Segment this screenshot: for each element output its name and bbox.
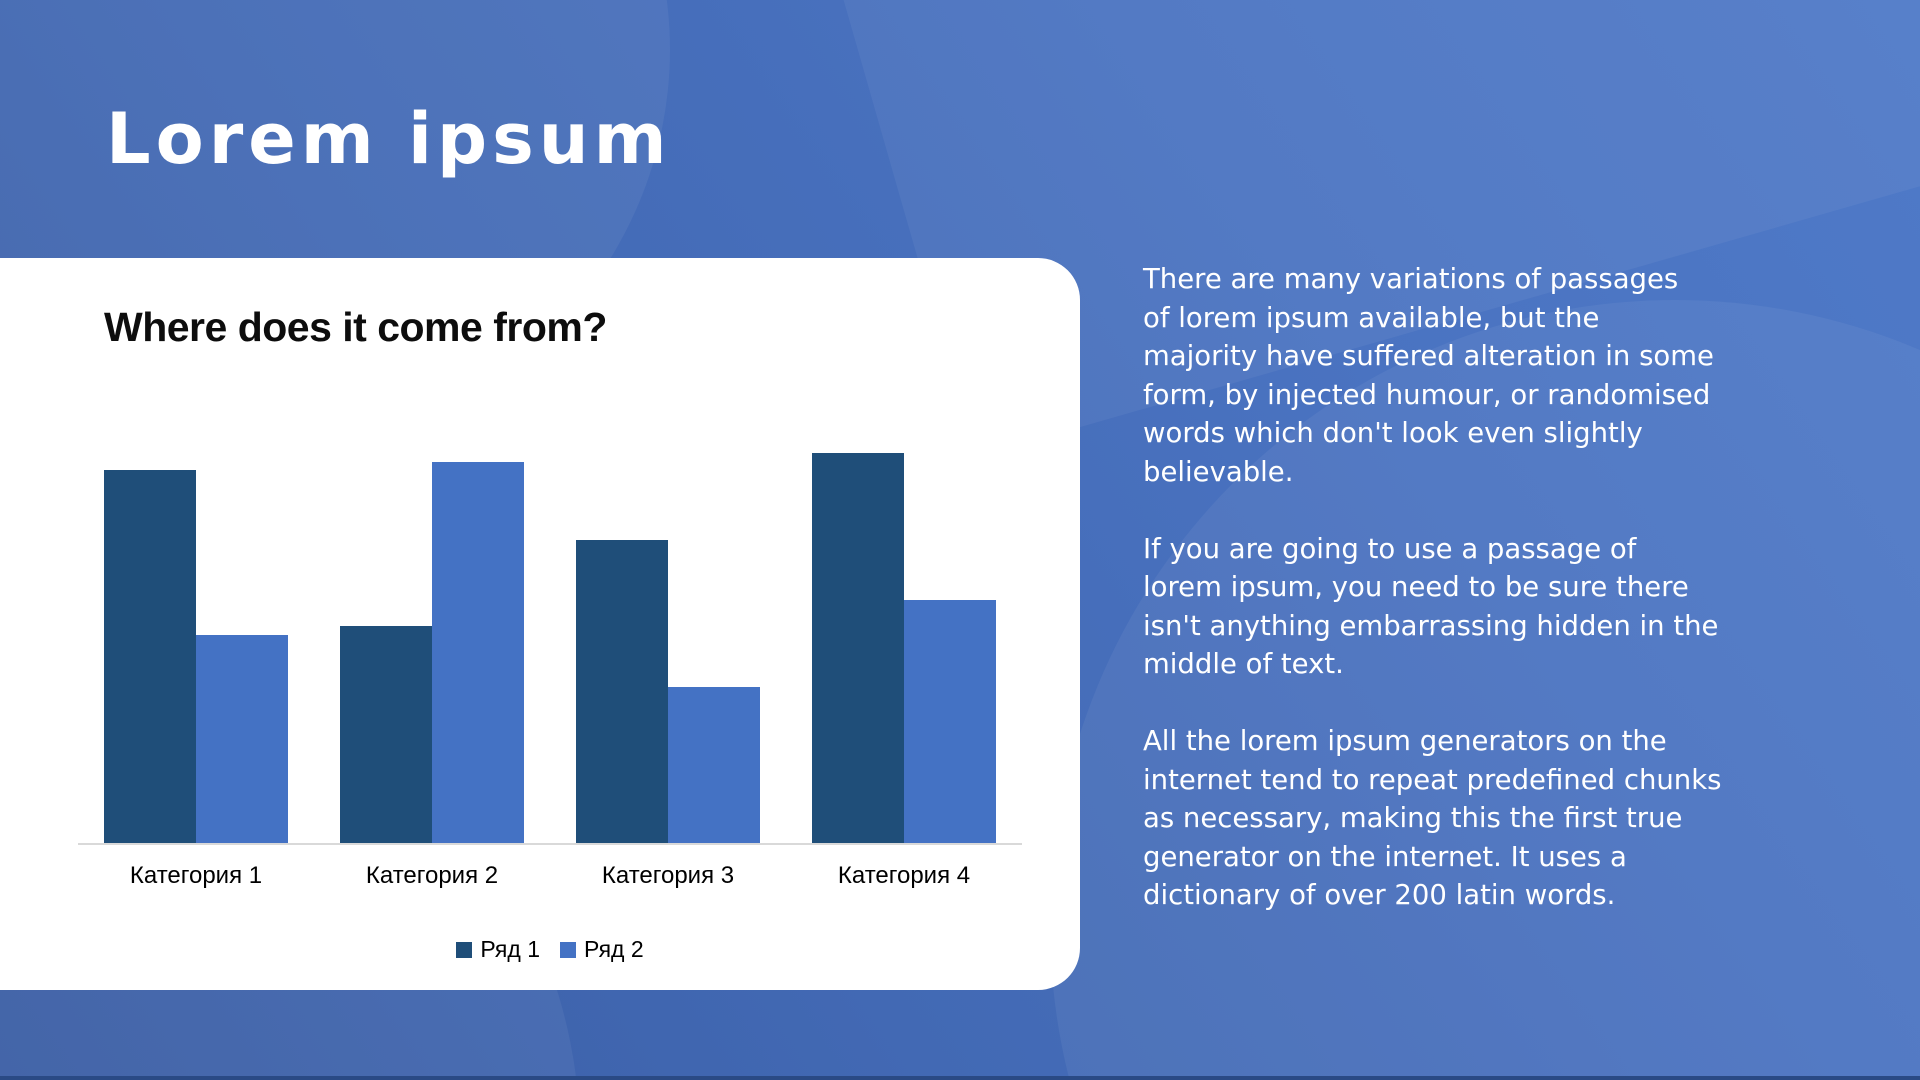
paragraph-2: If you are going to use a passage of lor… xyxy=(1143,532,1719,681)
bar-series1-category2 xyxy=(340,626,432,843)
legend-item-1: Ряд 1 xyxy=(456,936,540,963)
legend-swatch-icon xyxy=(560,941,576,958)
legend-label: Ряд 1 xyxy=(480,936,540,962)
body-text-block: There are many variations of passages of… xyxy=(1143,260,1868,953)
bottom-edge-strip xyxy=(0,1076,1920,1080)
bar-series1-category1 xyxy=(104,470,196,843)
legend-item-2: Ряд 2 xyxy=(560,936,644,963)
bar-series2-category2 xyxy=(432,462,524,843)
bar-group-1 xyxy=(78,453,314,843)
bar-series2-category1 xyxy=(196,635,288,843)
bar-series2-category3 xyxy=(668,687,760,843)
category-label-4: Категория 4 xyxy=(837,862,971,889)
bar-group-3 xyxy=(550,453,786,843)
chart-legend: Ряд 1 Ряд 2 xyxy=(78,936,1022,963)
paragraph-3: All the lorem ipsum generators on the in… xyxy=(1143,724,1722,912)
bar-series2-category4 xyxy=(904,600,996,843)
legend-label: Ряд 2 xyxy=(584,936,644,962)
chart-title: Where does it come from? xyxy=(104,304,607,350)
category-label-1: Категория 1 xyxy=(129,862,263,889)
paragraph-1: There are many variations of passages of… xyxy=(1143,263,1714,488)
legend-swatch-icon xyxy=(456,941,473,958)
category-label-3: Категория 3 xyxy=(601,862,735,889)
slide-title: Lorem ipsum xyxy=(106,98,672,180)
category-label-2: Категория 2 xyxy=(365,862,499,889)
bar-series1-category4 xyxy=(812,453,904,843)
bar-group-4 xyxy=(786,453,1022,843)
bar-series1-category3 xyxy=(576,540,668,843)
chart-card: Where does it come from? Категория 1 Кате… xyxy=(0,258,1080,990)
category-axis-labels: Категория 1 Категория 2 Категория 3 Категор… xyxy=(78,862,1022,890)
chart-plot xyxy=(78,453,1022,845)
bar-group-2 xyxy=(314,453,550,843)
